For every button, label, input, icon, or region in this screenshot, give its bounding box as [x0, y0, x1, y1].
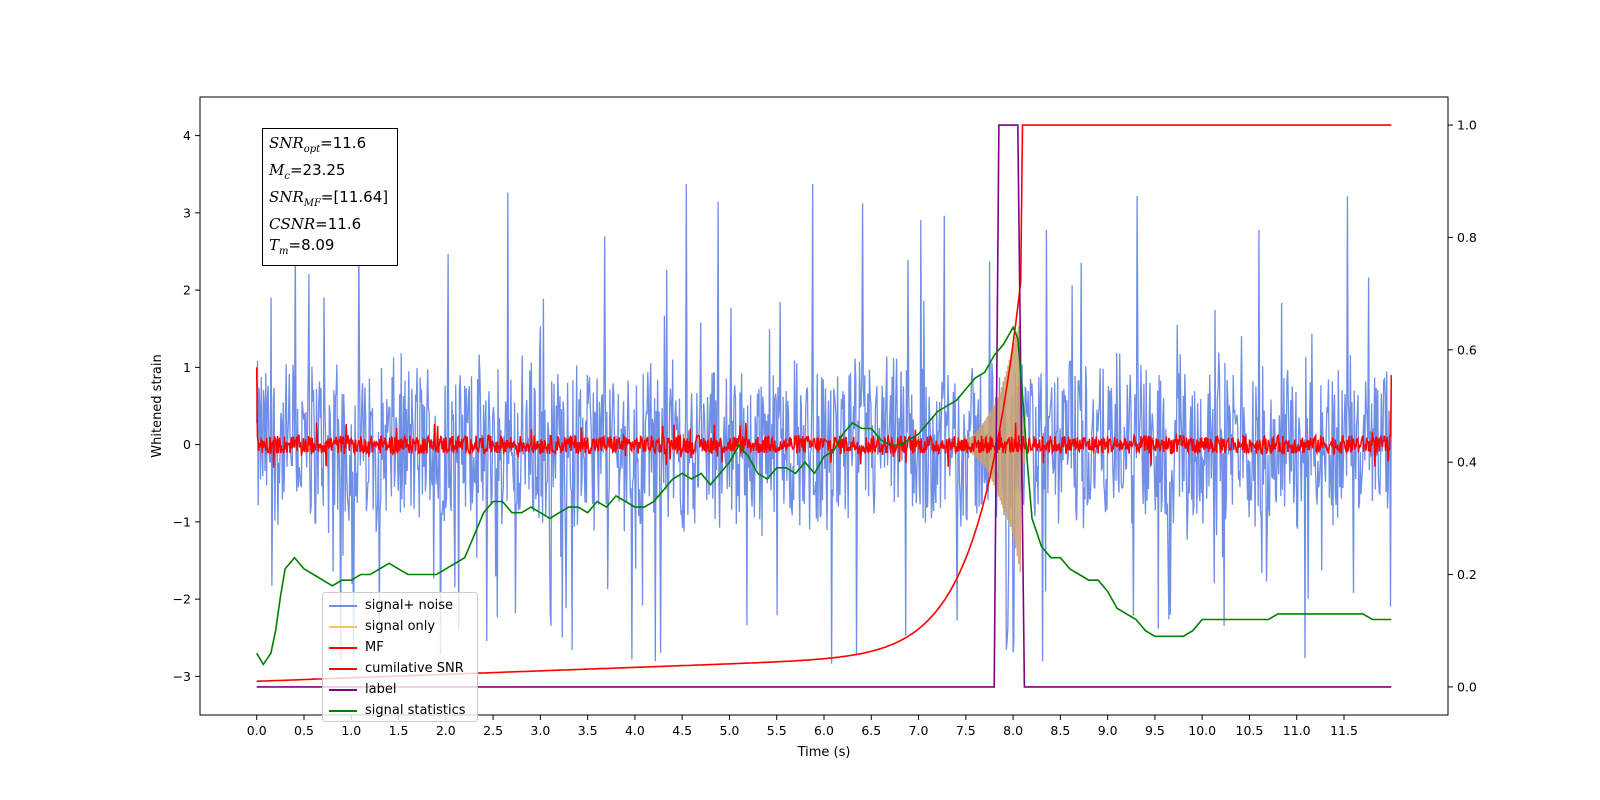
- x-tick-label: 10.0: [1188, 723, 1216, 738]
- x-tick-label: 0.5: [294, 723, 314, 738]
- y2-tick-label: 0.4: [1457, 455, 1477, 470]
- x-tick-label: 1.5: [389, 723, 409, 738]
- y-tick-label: 0: [183, 437, 191, 452]
- legend-label: label: [365, 682, 397, 697]
- y-tick-label: −2: [173, 592, 191, 607]
- x-tick-label: 0.0: [247, 723, 267, 738]
- legend-item: signal+ noise: [329, 595, 477, 616]
- x-tick-label: 10.5: [1236, 723, 1264, 738]
- legend-swatch: [329, 646, 357, 649]
- y2-tick-label: 0.6: [1457, 342, 1477, 357]
- y2-tick-label: 0.8: [1457, 230, 1477, 245]
- legend-label: signal only: [365, 619, 436, 634]
- legend-swatch: [329, 604, 357, 607]
- legend-item: MF: [329, 637, 477, 658]
- legend-label: signal statistics: [365, 703, 466, 718]
- x-tick-label: 11.5: [1330, 723, 1358, 738]
- y-tick-label: 4: [183, 128, 191, 143]
- x-tick-label: 8.5: [1050, 723, 1070, 738]
- legend-swatch: [329, 667, 357, 670]
- x-tick-label: 8.0: [1003, 723, 1023, 738]
- x-tick-label: 6.5: [861, 723, 881, 738]
- x-tick-label: 11.0: [1283, 723, 1311, 738]
- y2-tick-label: 1.0: [1457, 118, 1477, 133]
- x-tick-label: 1.0: [341, 723, 361, 738]
- y2-axis-ticks: 1.0 0.8 0.6 0.4 0.2 0.0: [1448, 118, 1477, 694]
- signal-noise-series: [256, 183, 1392, 664]
- signal-statistics-line: [256, 325, 1392, 666]
- legend-item: signal only: [329, 616, 477, 637]
- x-tick-label: 7.5: [956, 723, 976, 738]
- x-tick-label: 9.5: [1145, 723, 1165, 738]
- x-tick-label: 6.0: [814, 723, 834, 738]
- y2-tick-label: 0.2: [1457, 567, 1477, 582]
- legend-swatch: [329, 625, 357, 628]
- x-tick-label: 4.0: [625, 723, 645, 738]
- x-tick-label: 5.0: [720, 723, 740, 738]
- legend: signal+ noise signal only MF cumilative …: [322, 592, 478, 722]
- y-tick-label: −1: [173, 514, 191, 529]
- x-tick-label: 9.0: [1098, 723, 1118, 738]
- signal-noise-line: [256, 183, 1392, 664]
- legend-item: label: [329, 679, 477, 700]
- legend-swatch: [329, 709, 357, 712]
- y-axis-ticks: 4 3 2 1 0 −1 −2 −3: [173, 128, 200, 684]
- x-tick-label: 7.0: [909, 723, 929, 738]
- y-tick-label: −3: [173, 669, 191, 684]
- y-tick-label: 1: [183, 360, 191, 375]
- mf-series: [255, 367, 1393, 468]
- x-tick-label: 5.5: [767, 723, 787, 738]
- y-tick-label: 2: [183, 283, 191, 298]
- legend-label: MF: [365, 640, 384, 655]
- label-line: [256, 124, 1392, 688]
- x-tick-label: 3.5: [578, 723, 598, 738]
- legend-label: signal+ noise: [365, 598, 454, 613]
- mc-annotation: Mc=23.25: [269, 161, 346, 182]
- x-tick-label: 2.0: [436, 723, 456, 738]
- legend-label: cumilative SNR: [365, 661, 464, 676]
- csnr-annotation: CSNR=11.6: [269, 215, 362, 233]
- stats-annotation-box: SNRopt=11.6 Mc=23.25 SNRMF=[11.64] CSNR=…: [262, 128, 398, 266]
- x-tick-label: 2.5: [483, 723, 503, 738]
- legend-swatch: [329, 688, 357, 691]
- tm-annotation: Tm=8.09: [269, 236, 335, 257]
- legend-item: cumilative SNR: [329, 658, 477, 679]
- x-tick-label: 3.0: [530, 723, 550, 738]
- snr-mf-annotation: SNRMF=[11.64]: [269, 188, 389, 209]
- snr-opt-annotation: SNRopt=11.6: [269, 134, 367, 155]
- x-axis-label: Time (s): [797, 745, 851, 760]
- y-axis-label: Whitened strain: [150, 354, 165, 457]
- y2-tick-label: 0.0: [1457, 679, 1477, 694]
- x-tick-label: 4.5: [672, 723, 692, 738]
- mf-line: [255, 367, 1393, 468]
- legend-item: signal statistics: [329, 700, 477, 721]
- y-tick-label: 3: [183, 205, 191, 220]
- x-axis-ticks: 0.0 0.5 1.0 1.5 2.0 2.5 3.0 3.5 4.0 4.5 5.0 5.5 6.0 6…: [247, 715, 1358, 738]
